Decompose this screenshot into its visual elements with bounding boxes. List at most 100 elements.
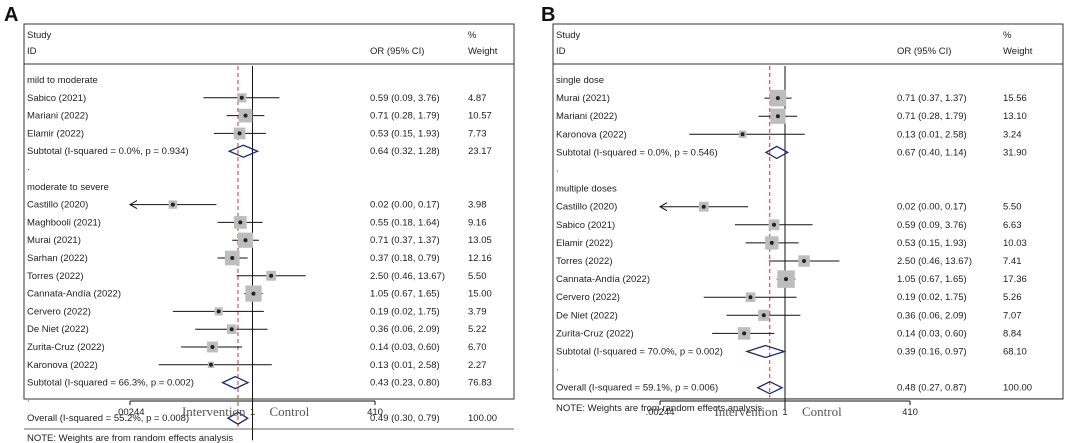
favors-right-label: Control [269,404,309,419]
point-estimate [748,295,753,300]
panel-frame [23,23,515,400]
weight-text: 13.10 [1003,111,1027,122]
point-estimate [229,327,234,332]
panel-letter: A [4,4,18,26]
study-name: Maghbooli (2021) [27,217,101,228]
overall-label: Overall (I-squared = 59.1%, p = 0.006) [556,383,718,394]
panel-frame [552,23,1064,400]
subtotal-label: Subtotal (I-squared = 66.3%, p = 0.002) [27,378,194,389]
x-tick-label: 1 [250,407,255,418]
group-label: single dose [556,75,604,86]
point-estimate [761,313,766,318]
study-name: Sarhan (2022) [27,253,88,264]
point-estimate [243,238,248,243]
or-ci-text: 0.19 (0.02, 1.75) [370,306,440,317]
weight-text: 9.16 [468,217,487,228]
weight-text: 15.56 [1003,93,1027,104]
or-ci-text: 0.71 (0.28, 1.79) [370,111,440,122]
or-ci-text: 0.59 (0.09, 3.76) [370,93,440,104]
study-name: Murai (2021) [27,235,81,246]
or-ci-text: 0.64 (0.32, 1.28) [370,146,440,157]
weight-text: 5.50 [468,271,487,282]
weight-text: 7.07 [1003,310,1022,321]
weight-text: 3.98 [468,200,487,211]
weight-text: 2.27 [468,360,487,371]
or-ci-text: 0.53 (0.15, 1.93) [370,128,440,139]
study-name: Castillo (2020) [556,202,617,213]
or-ci-text: 0.39 (0.16, 0.97) [897,347,967,358]
overall-label: Overall (I-squared = 55.2%, p = 0.008) [27,413,189,424]
point-estimate [740,132,745,137]
or-ci-text: 0.67 (0.40, 1.14) [897,147,967,158]
header-weight: Weight [468,46,498,57]
weight-text: 76.83 [468,378,492,389]
point-estimate [784,277,789,282]
header-pct: % [1003,30,1012,41]
weight-text: 17.36 [1003,274,1027,285]
x-tick-label: 410 [367,407,383,418]
header-id: ID [556,46,566,57]
or-ci-text: 0.02 (0.00, 0.17) [897,202,967,213]
study-name: Zurita-Cruz (2022) [556,328,634,339]
or-ci-text: 0.71 (0.28, 1.79) [897,111,967,122]
weight-text: 6.63 [1003,220,1022,231]
or-ci-text: 0.14 (0.03, 0.60) [370,342,440,353]
point-estimate [239,95,244,100]
point-estimate [170,202,175,207]
subtotal-diamond [227,144,260,158]
weight-text: 31.90 [1003,147,1027,158]
or-ci-text: 0.37 (0.18, 0.79) [370,253,440,264]
or-ci-text: 0.71 (0.37, 1.37) [370,235,440,246]
x-tick-label: .00244 [645,407,674,418]
point-estimate [769,240,774,245]
point-estimate [775,96,780,101]
point-estimate [269,273,274,278]
study-name: De Niet (2022) [27,324,89,335]
x-tick-label: 1 [782,407,787,418]
note-text: NOTE: Weights are from random effects an… [556,403,762,414]
study-name: Elamir (2022) [27,128,84,139]
study-name: Karonova (2022) [27,360,98,371]
or-ci-text: 2.50 (0.46, 13.67) [370,271,445,282]
study-name: Torres (2022) [27,271,84,282]
weight-text: 100.00 [468,413,497,424]
spacer-dot: . [556,363,559,374]
header-weight: Weight [1003,46,1033,57]
or-ci-text: 0.36 (0.06, 2.09) [897,310,967,321]
or-ci-text: 0.14 (0.03, 0.60) [897,328,967,339]
x-tick-label: .00244 [115,407,144,418]
or-ci-text: 0.53 (0.15, 1.93) [897,238,967,249]
header-or: OR (95% CI) [370,46,424,57]
study-name: Torres (2022) [556,256,613,267]
or-ci-text: 0.19 (0.02, 1.75) [897,292,967,303]
study-name: Sabico (2021) [556,220,615,231]
subtotal-label: Subtotal (I-squared = 70.0%, p = 0.002) [556,347,723,358]
group-label: multiple doses [556,184,617,195]
weight-text: 10.57 [468,111,492,122]
study-name: Cannata-Andía (2022) [27,289,121,300]
weight-text: 12.16 [468,253,492,264]
or-ci-text: 0.02 (0.00, 0.17) [370,200,440,211]
spacer-dot: . [556,164,559,175]
or-ci-text: 1.05 (0.67, 1.65) [897,274,967,285]
subtotal-label: Subtotal (I-squared = 0.0%, p = 0.934) [27,146,189,157]
header-pct: % [468,30,477,41]
weight-text: 23.17 [468,146,492,157]
overall-diamond [226,411,249,425]
group-label: moderate to severe [27,182,109,193]
study-name: Zurita-Cruz (2022) [27,342,105,353]
ci-arrow [128,200,138,210]
weight-text: 68.10 [1003,347,1027,358]
subtotal-label: Subtotal (I-squared = 0.0%, p = 0.546) [556,147,718,158]
weight-text: 15.00 [468,289,492,300]
subtotal-diamond [744,344,787,359]
header-or: OR (95% CI) [897,46,951,57]
subtotal-diamond [221,375,250,390]
favors-right-label: Control [802,404,842,419]
point-estimate [802,259,807,263]
weight-text: 5.26 [1003,292,1022,303]
point-estimate [216,309,221,314]
point-estimate [237,131,242,136]
